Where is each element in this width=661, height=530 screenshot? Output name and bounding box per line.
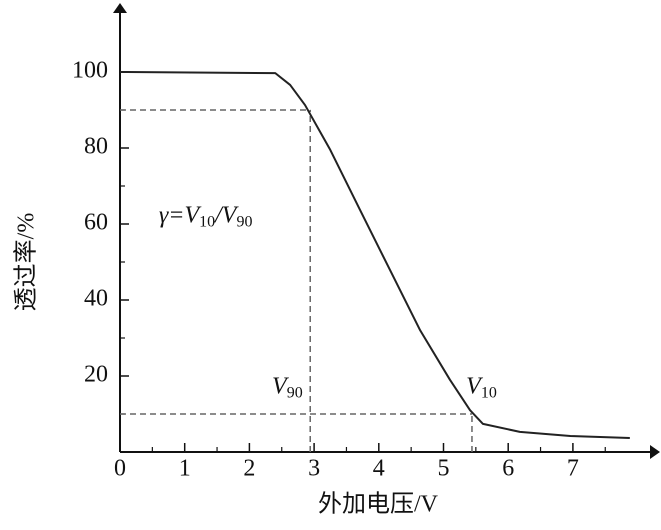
- x-tick-label: 5: [438, 456, 450, 482]
- annotation: V90: [272, 373, 303, 401]
- data-line: [119, 71, 630, 439]
- y-tick-label: 80: [84, 134, 108, 160]
- x-tick-label: 1: [179, 456, 191, 482]
- annotation-part: /V: [213, 202, 239, 228]
- x-tick-label: 6: [502, 456, 514, 482]
- annotation-subscript: 90: [236, 213, 252, 230]
- y-tick-label: 40: [84, 286, 108, 312]
- annotation: V10: [466, 373, 497, 401]
- y-axis-label: 透过率/%: [13, 213, 40, 312]
- x-tick-label: 3: [308, 456, 320, 482]
- x-tick-label: 7: [567, 456, 579, 482]
- x-tick-label: 2: [243, 456, 255, 482]
- y-tick-label: 100: [72, 58, 108, 84]
- annotation-part: γ=V: [159, 202, 202, 228]
- annotation-part: V: [272, 373, 289, 399]
- annotation-subscript: 90: [287, 384, 303, 401]
- x-tick-label: 4: [373, 456, 385, 482]
- y-tick-label: 20: [84, 362, 108, 388]
- y-tick-label: 60: [84, 210, 108, 236]
- x-axis-label: 外加电压/V: [318, 491, 439, 518]
- annotation-subscript: 10: [199, 213, 215, 230]
- annotation: γ=V10/V90: [159, 202, 253, 230]
- annotation-part: V: [466, 373, 483, 399]
- annotation-subscript: 10: [481, 384, 497, 401]
- x-tick-label: 0: [114, 456, 126, 482]
